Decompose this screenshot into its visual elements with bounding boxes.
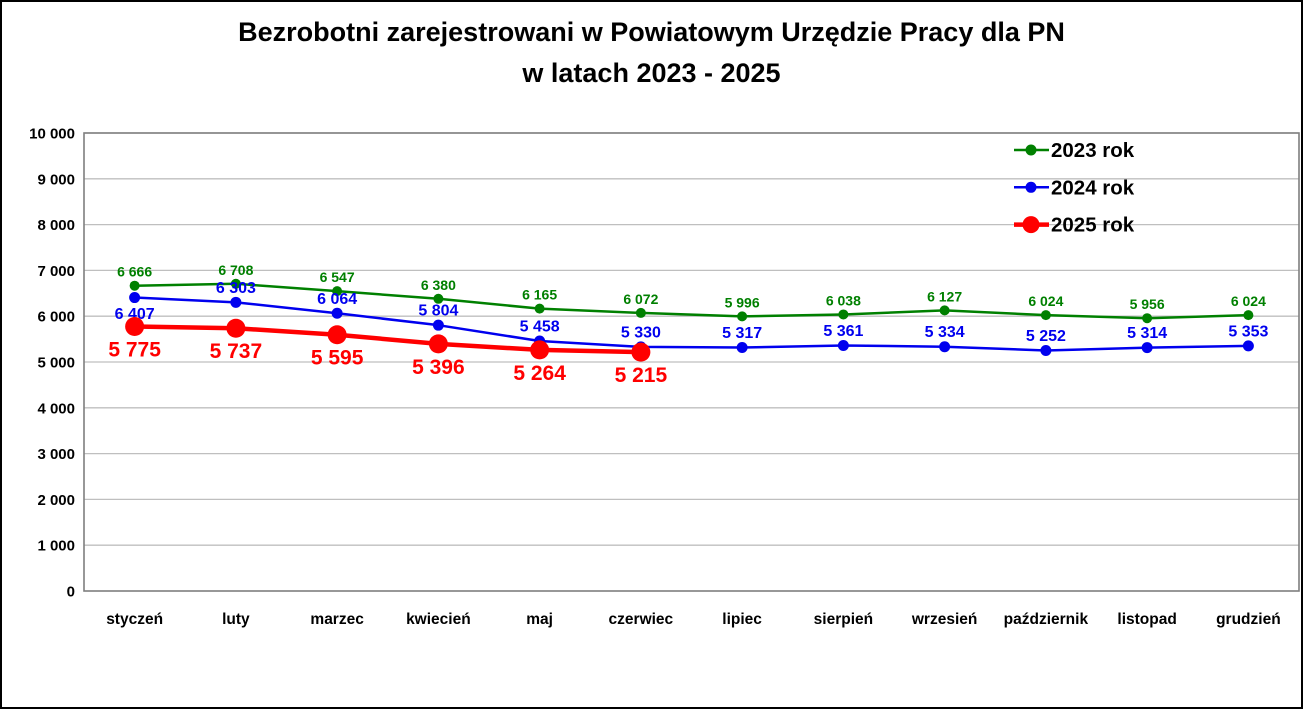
data-label: 6 165: [522, 287, 557, 303]
data-label: 5 737: [210, 340, 263, 363]
data-point: [125, 317, 145, 337]
data-label: 6 666: [117, 264, 152, 280]
x-axis-label: sierpień: [814, 611, 873, 628]
y-axis-label: 0: [67, 584, 75, 601]
data-point: [433, 293, 444, 304]
data-point: [1040, 310, 1051, 321]
x-axis-label: luty: [222, 611, 250, 628]
x-axis-label: październik: [1004, 611, 1089, 628]
data-label: 5 252: [1026, 328, 1066, 345]
data-label: 5 361: [823, 323, 863, 340]
data-label: 5 314: [1127, 325, 1167, 342]
data-label: 6 064: [317, 291, 357, 308]
data-label: 5 317: [722, 325, 762, 342]
legend-marker-2024-rok: [1025, 181, 1037, 193]
legend-marker-2025-rok: [1022, 216, 1040, 234]
data-point: [230, 278, 241, 289]
data-label: 5 396: [412, 356, 465, 379]
data-label: 5 775: [108, 338, 161, 361]
data-point: [129, 280, 140, 291]
data-label: 5 215: [615, 364, 668, 387]
data-point: [1040, 344, 1052, 356]
data-point: [331, 307, 343, 319]
data-point: [1243, 310, 1254, 321]
y-axis-label: 2 000: [37, 492, 75, 509]
data-label: 5 996: [725, 294, 760, 310]
data-point: [939, 341, 951, 353]
data-label: 6 024: [1028, 293, 1063, 309]
data-label: 6 127: [927, 288, 962, 304]
x-axis-label: kwiecień: [406, 611, 471, 628]
legend-item-2024-rok: 2024 rok: [1051, 176, 1135, 199]
data-point: [631, 342, 651, 362]
data-point: [737, 311, 748, 322]
series-line-2023-rok: [133, 282, 1250, 320]
chart-title-line2: w latach 2023 - 2025: [522, 58, 781, 88]
series-line-2025-rok: [132, 324, 644, 355]
data-point: [1142, 313, 1153, 324]
data-label: 6 303: [216, 280, 256, 297]
legend-item-2023-rok: 2023 rok: [1051, 139, 1135, 162]
data-label: 5 334: [925, 324, 965, 341]
data-label: 5 330: [621, 324, 661, 341]
data-point: [332, 286, 343, 297]
data-label: 5 804: [418, 303, 458, 320]
chart-title-line1: Bezrobotni zarejestrowani w Powiatowym U…: [238, 17, 1065, 47]
data-point: [838, 309, 849, 320]
legend-item-2025-rok: 2025 rok: [1051, 214, 1135, 237]
y-axis-label: 3 000: [37, 446, 75, 463]
data-label: 5 595: [311, 347, 364, 370]
data-point: [327, 325, 347, 345]
plot-area-border: [83, 132, 1300, 592]
data-point: [635, 307, 646, 318]
data-point: [230, 296, 242, 308]
x-axis-label: marzec: [310, 611, 364, 628]
y-axis-label: 8 000: [37, 217, 75, 234]
data-label: 6 547: [320, 269, 355, 285]
legend-marker-2023-rok: [1025, 144, 1037, 156]
data-point: [226, 318, 246, 338]
data-point: [129, 292, 141, 304]
y-axis-label: 1 000: [37, 538, 75, 555]
y-axis-label: 10 000: [29, 126, 75, 143]
y-axis-label: 4 000: [37, 400, 75, 417]
y-axis-label: 6 000: [37, 309, 75, 326]
x-axis-label: styczeń: [106, 611, 163, 628]
data-label: 5 956: [1130, 296, 1165, 312]
data-point: [1141, 342, 1153, 354]
data-point: [939, 305, 950, 316]
data-label: 6 024: [1231, 293, 1266, 309]
data-label: 5 458: [520, 319, 560, 336]
data-point: [534, 303, 545, 314]
chart-title: Bezrobotni zarejestrowani w Powiatowym U…: [2, 12, 1301, 94]
data-label: 5 353: [1228, 323, 1268, 340]
y-axis-label: 5 000: [37, 355, 75, 372]
x-axis-label: lipiec: [722, 611, 762, 628]
y-axis-label: 9 000: [37, 171, 75, 188]
data-label: 5 264: [513, 362, 566, 385]
data-point: [1242, 340, 1254, 352]
data-label: 6 072: [623, 291, 658, 307]
x-axis-label: maj: [526, 611, 553, 628]
data-point: [530, 340, 550, 360]
data-point: [736, 341, 748, 353]
data-label: 6 038: [826, 292, 861, 308]
x-axis-label: wrzesień: [911, 611, 977, 628]
data-label: 6 407: [115, 306, 155, 323]
data-point: [428, 334, 448, 354]
data-point: [837, 339, 849, 351]
series-line-2024-rok: [133, 296, 1250, 352]
x-axis-label: czerwiec: [609, 611, 674, 628]
y-axis-label: 7 000: [37, 263, 75, 280]
data-label: 6 708: [218, 262, 253, 278]
x-axis-label: listopad: [1117, 611, 1176, 628]
x-axis-label: grudzień: [1216, 611, 1281, 628]
data-label: 6 380: [421, 277, 456, 293]
data-point: [432, 319, 444, 331]
